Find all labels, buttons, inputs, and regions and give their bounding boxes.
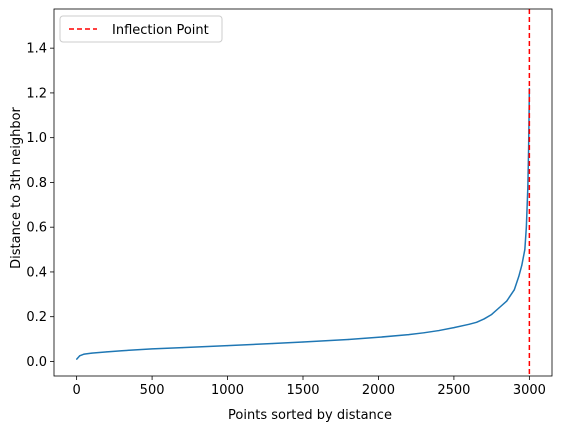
y-tick-label: 0.4 <box>26 265 47 280</box>
y-axis-label: Distance to 3th neighbor <box>9 106 24 268</box>
legend-box <box>59 15 223 43</box>
plot-layer <box>76 9 531 376</box>
data-point <box>151 348 153 350</box>
data-point <box>518 275 520 278</box>
data-point <box>272 342 274 345</box>
x-tick-label: 500 <box>140 383 165 398</box>
data-point <box>91 352 93 354</box>
data-point <box>528 87 530 90</box>
x-tick-label: 1000 <box>211 383 244 398</box>
data-point <box>438 329 440 332</box>
data-point <box>475 321 478 323</box>
series-line-0 <box>76 88 531 360</box>
x-axis-label: Points sorted by distance <box>228 408 392 423</box>
data-point <box>226 344 229 347</box>
y-tick-label: 1.4 <box>26 42 47 57</box>
data-point <box>491 313 493 316</box>
y-tick-label: 0.2 <box>26 310 47 325</box>
data-point <box>527 186 529 188</box>
data-point <box>513 289 515 291</box>
data-point <box>377 336 380 338</box>
data-point <box>521 264 523 266</box>
data-point <box>525 226 527 228</box>
x-tick-label: 2500 <box>437 383 470 398</box>
y-tick-label: 1.0 <box>26 131 47 146</box>
y-tick-label: 0.6 <box>26 221 47 236</box>
x-tick-label: 0 <box>72 383 80 398</box>
x-tick-label: 1500 <box>286 383 319 398</box>
data-point <box>524 248 526 251</box>
x-tick-label: 2000 <box>362 383 395 398</box>
data-point <box>453 327 455 329</box>
data-point <box>83 353 85 355</box>
y-tick-label: 0.8 <box>26 176 47 191</box>
data-point <box>181 346 183 349</box>
data-point <box>506 300 508 302</box>
data-point <box>79 355 81 357</box>
data-point <box>302 341 304 343</box>
data-point <box>106 351 108 353</box>
legend: Inflection Point <box>59 15 223 43</box>
data-point <box>76 358 78 360</box>
y-tick-label: 0.0 <box>26 355 47 370</box>
axes-layer: 0 500 1000 1500 2000 2500 3000 0.0 0.2 0.4 0.6 0.8 1… <box>26 8 553 398</box>
x-tick-label: 3000 <box>513 383 546 398</box>
data-point <box>468 323 470 325</box>
y-tick-label: 1.2 <box>26 86 47 101</box>
legend-label-inflection-point: Inflection Point <box>112 23 209 38</box>
data-point <box>498 307 500 309</box>
data-point <box>408 334 410 336</box>
data-point <box>121 350 123 352</box>
data-point <box>483 318 485 320</box>
data-point <box>423 332 425 334</box>
data-point <box>347 338 349 341</box>
